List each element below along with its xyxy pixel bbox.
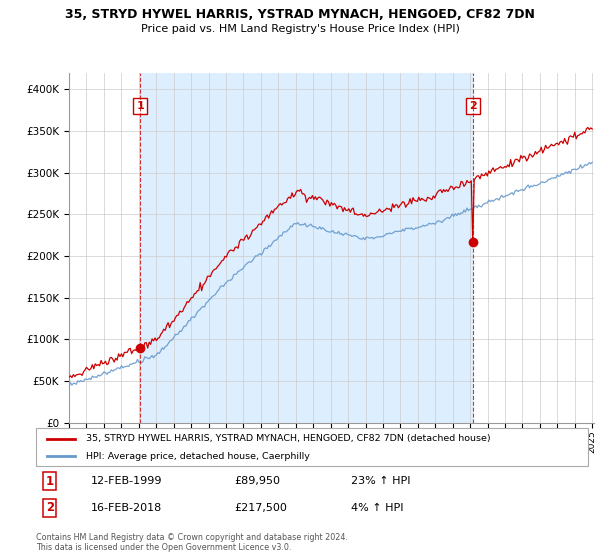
Text: Contains HM Land Registry data © Crown copyright and database right 2024.: Contains HM Land Registry data © Crown c… (36, 533, 348, 542)
Text: 12-FEB-1999: 12-FEB-1999 (91, 476, 163, 486)
Text: 1: 1 (46, 475, 54, 488)
Text: £217,500: £217,500 (235, 503, 287, 512)
Text: 1: 1 (137, 101, 144, 111)
Text: 23% ↑ HPI: 23% ↑ HPI (350, 476, 410, 486)
Text: 16-FEB-2018: 16-FEB-2018 (91, 503, 163, 512)
Text: 35, STRYD HYWEL HARRIS, YSTRAD MYNACH, HENGOED, CF82 7DN: 35, STRYD HYWEL HARRIS, YSTRAD MYNACH, H… (65, 8, 535, 21)
Text: Price paid vs. HM Land Registry's House Price Index (HPI): Price paid vs. HM Land Registry's House … (140, 24, 460, 34)
Bar (140, 73, 473, 423)
Text: 2: 2 (46, 501, 54, 514)
Text: 2: 2 (469, 101, 476, 111)
Text: 35, STRYD HYWEL HARRIS, YSTRAD MYNACH, HENGOED, CF82 7DN (detached house): 35, STRYD HYWEL HARRIS, YSTRAD MYNACH, H… (86, 434, 490, 443)
Text: £89,950: £89,950 (235, 476, 281, 486)
FancyBboxPatch shape (36, 428, 588, 466)
Text: This data is licensed under the Open Government Licence v3.0.: This data is licensed under the Open Gov… (36, 543, 292, 552)
Text: 4% ↑ HPI: 4% ↑ HPI (350, 503, 403, 512)
Text: HPI: Average price, detached house, Caerphilly: HPI: Average price, detached house, Caer… (86, 452, 310, 461)
